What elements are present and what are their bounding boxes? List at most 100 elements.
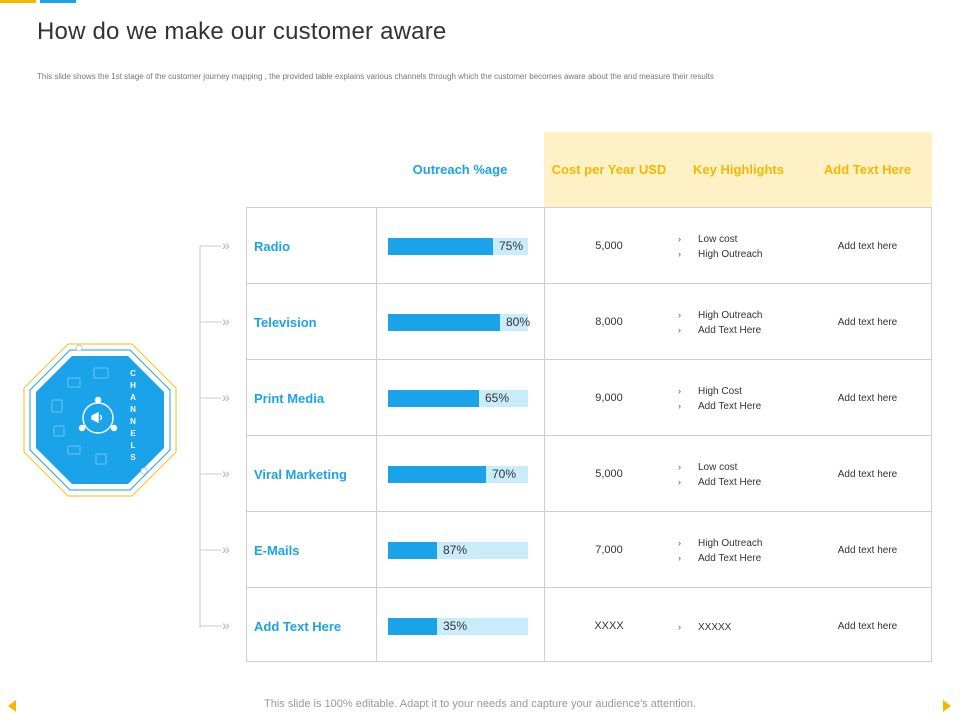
channels-letter: S	[130, 453, 136, 462]
double-chevron-right-icon: »	[222, 313, 230, 329]
chevron-right-icon: ›	[678, 462, 681, 472]
previous-slide-button[interactable]	[8, 700, 16, 712]
channel-name: Add Text Here	[254, 618, 342, 634]
key-highlights-list: › Low cost › Add Text Here	[678, 460, 800, 490]
channels-letter: H	[130, 381, 136, 390]
key-highlights-list: › XXXXX	[678, 620, 800, 635]
header-outreach: Outreach %age	[412, 161, 508, 177]
page-title: How do we make our customer aware	[37, 18, 447, 45]
highlight-item: › Add Text Here	[678, 475, 800, 490]
outreach-percent-label: 35%	[443, 619, 468, 633]
highlight-text: High Outreach	[698, 538, 763, 549]
double-chevron-right-icon: »	[222, 465, 230, 481]
highlight-item: › Add Text Here	[678, 399, 800, 414]
double-chevron-right-icon: »	[222, 389, 230, 405]
channels-letter: C	[130, 369, 136, 378]
highlight-text: Add Text Here	[698, 553, 762, 564]
cost-value: 5,000	[595, 240, 623, 252]
cost-value: 9,000	[595, 392, 623, 404]
table-row: Radio 75% 5,000 › Low cost › High Outreach Add …	[246, 208, 932, 284]
page-subtitle: This slide shows the 1st stage of the cu…	[37, 72, 714, 81]
top-accent-yellow	[0, 0, 36, 3]
highlight-text: High Outreach	[698, 310, 763, 321]
highlight-item: › High Outreach	[678, 247, 800, 262]
outreach-percent-label: 70%	[492, 467, 517, 481]
add-text-cell: Add text here	[837, 620, 898, 632]
channels-letter: N	[130, 417, 136, 426]
highlight-text: Low cost	[698, 234, 738, 245]
channels-letter: L	[131, 441, 136, 450]
double-chevron-right-icon: »	[222, 541, 230, 557]
outreach-bar-fill	[388, 542, 437, 559]
highlight-text: Low cost	[698, 462, 738, 473]
highlight-item: › Low cost	[678, 232, 800, 247]
chevron-right-icon: ›	[678, 386, 681, 396]
highlight-text: High Outreach	[698, 249, 763, 260]
highlight-item: › Add Text Here	[678, 551, 800, 566]
outreach-percent-label: 80%	[506, 315, 531, 329]
add-text-cell: Add text here	[837, 468, 898, 480]
header-cost: Cost per Year USD	[551, 161, 667, 177]
outreach-bar-track: 80%	[388, 314, 531, 331]
megaphone-people-icon	[78, 396, 118, 434]
double-chevron-right-icon: »	[222, 237, 230, 253]
add-text-cell: Add text here	[837, 240, 898, 252]
outreach-bar-fill	[388, 314, 500, 331]
cost-value: 5,000	[595, 468, 623, 480]
outreach-bar-track: 75%	[388, 238, 528, 255]
outreach-bar-track: 70%	[388, 466, 528, 483]
chevron-right-icon: ›	[678, 538, 681, 548]
outreach-percent-label: 87%	[443, 543, 468, 557]
header-highlight-fill	[544, 132, 932, 207]
chevron-right-icon: ›	[678, 234, 681, 244]
highlight-text: Add Text Here	[698, 477, 762, 488]
key-highlights-list: › High Cost › Add Text Here	[678, 384, 800, 414]
add-text-cell: Add text here	[837, 316, 898, 328]
outreach-bar-track: 35%	[388, 618, 528, 635]
outreach-percent-label: 75%	[499, 239, 524, 253]
connector-lines	[199, 245, 222, 628]
chevron-right-icon: ›	[678, 310, 681, 320]
outreach-percent-label: 65%	[485, 391, 510, 405]
chevron-right-icon: ›	[678, 249, 681, 259]
chevron-right-icon: ›	[678, 477, 681, 487]
outreach-bar-track: 65%	[388, 390, 528, 407]
highlight-item: › High Outreach	[678, 308, 800, 323]
table-row: Print Media 65% 9,000 › High Cost › Add Text H…	[246, 360, 932, 436]
outreach-bar-track: 87%	[388, 542, 528, 559]
highlight-item: › XXXXX	[678, 620, 800, 635]
channels-letter: N	[130, 405, 136, 414]
highlight-item: › High Outreach	[678, 536, 800, 551]
channel-name: Print Media	[254, 390, 325, 406]
next-slide-button[interactable]	[943, 700, 951, 712]
outreach-bar-fill	[388, 466, 486, 483]
chevron-right-icon: ›	[678, 325, 681, 335]
channels-letter: E	[130, 429, 136, 438]
table-divider	[544, 207, 545, 662]
highlight-text: Add Text Here	[698, 325, 762, 336]
add-text-cell: Add text here	[837, 544, 898, 556]
cost-value: 7,000	[595, 544, 623, 556]
outreach-bar-fill	[388, 390, 479, 407]
channels-letter: A	[130, 393, 136, 402]
outreach-bar-fill	[388, 618, 437, 635]
outreach-bar-fill	[388, 238, 493, 255]
key-highlights-list: › High Outreach › Add Text Here	[678, 536, 800, 566]
key-highlights-list: › High Outreach › Add Text Here	[678, 308, 800, 338]
table-row: Television 80% 8,000 › High Outreach › Add Tex…	[246, 284, 932, 360]
top-accent-blue	[40, 0, 76, 3]
header-key-highlights: Key Highlights	[692, 161, 784, 177]
footer-note: This slide is 100% editable. Adapt it to…	[264, 698, 696, 710]
chevron-right-icon: ›	[678, 401, 681, 411]
highlight-item: › Low cost	[678, 460, 800, 475]
key-highlights-list: › Low cost › High Outreach	[678, 232, 800, 262]
table-row: Viral Marketing 70% 5,000 › Low cost › Add Tex…	[246, 436, 932, 512]
double-chevron-right-icon: »	[222, 617, 230, 633]
channels-table	[246, 207, 932, 662]
decorative-media-icons	[51, 367, 109, 465]
channel-name: Radio	[254, 238, 291, 254]
table-row: Add Text Here 35% XXXX › XXXXX Add text here	[246, 588, 932, 664]
highlight-text: Add Text Here	[698, 401, 762, 412]
